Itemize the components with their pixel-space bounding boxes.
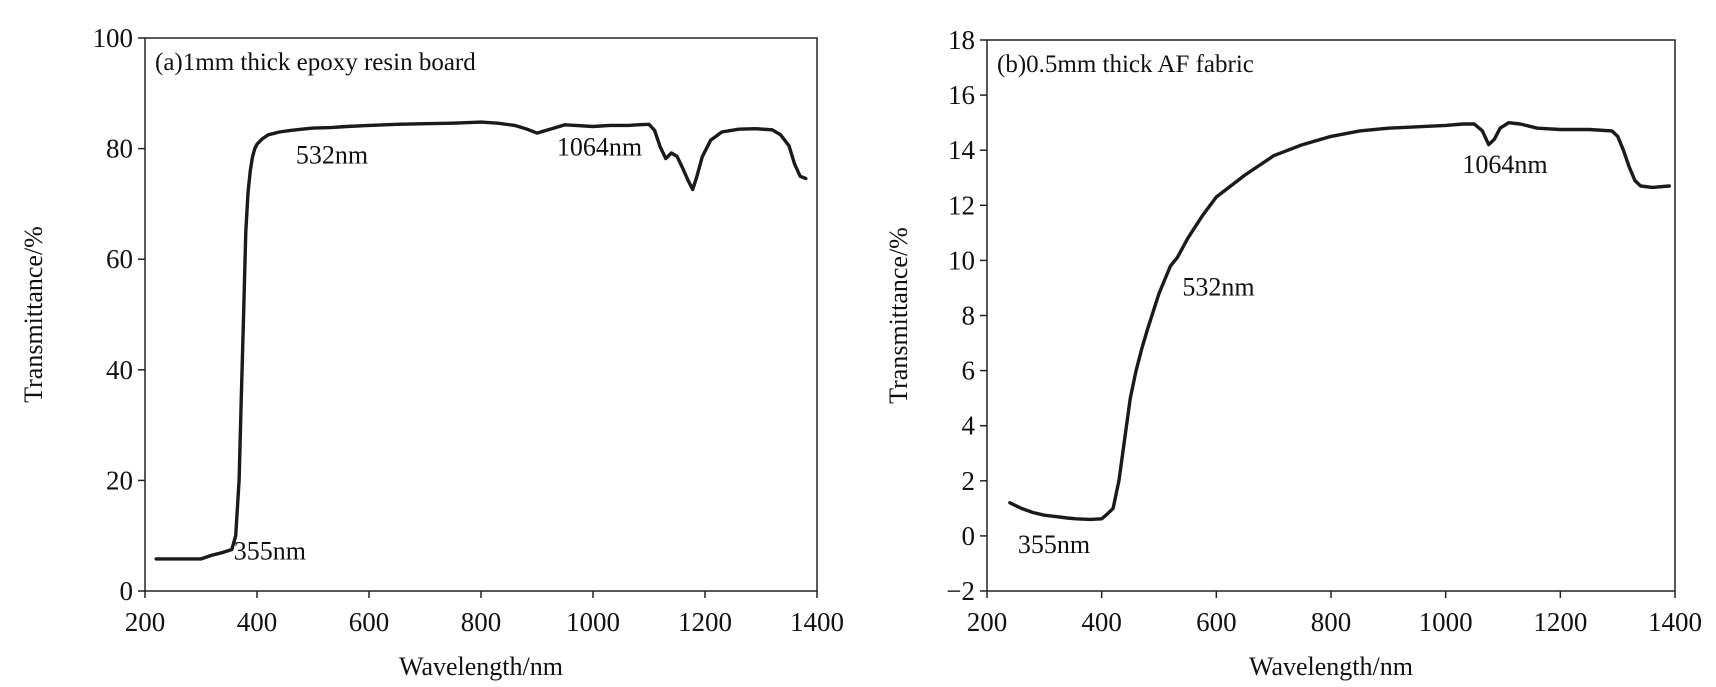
x-tick-label: 1000 xyxy=(566,607,620,637)
y-tick-label: 40 xyxy=(106,355,133,385)
x-tick-label: 200 xyxy=(125,607,166,637)
x-tick-label: 200 xyxy=(967,607,1008,637)
y-tick-label: 20 xyxy=(106,465,133,495)
y-tick-label: 2 xyxy=(962,466,976,496)
y-tick-label: 14 xyxy=(948,135,976,165)
y-tick-label: 4 xyxy=(962,411,976,441)
plot-frame xyxy=(986,39,1676,592)
y-tick-label: 18 xyxy=(948,25,975,55)
x-tick-label: 1000 xyxy=(1419,607,1473,637)
y-tick-label: 80 xyxy=(106,134,133,164)
transmittance-curve-a xyxy=(154,120,808,561)
y-tick-label: 0 xyxy=(120,576,134,606)
y-tick-label: 12 xyxy=(948,190,975,220)
annotation-1064nm: 1064nm xyxy=(557,132,642,161)
annotation-532nm: 532nm xyxy=(1182,273,1254,302)
y-tick-label: 10 xyxy=(948,245,975,275)
x-tick-label: 600 xyxy=(349,607,390,637)
annotation-532nm: 532nm xyxy=(296,141,368,170)
transmittance-curve-b xyxy=(1008,121,1671,522)
annotation-355nm: 355nm xyxy=(234,537,306,566)
x-tick-label: 800 xyxy=(1311,607,1352,637)
x-tick-label: 1200 xyxy=(678,607,732,637)
panel-label: (a)1mm thick epoxy resin board xyxy=(155,49,476,76)
x-tick-label: 800 xyxy=(461,607,502,637)
y-tick-label: 0 xyxy=(962,521,976,551)
x-tick-label: 400 xyxy=(237,607,278,637)
y-axis-title: Transmittance/% xyxy=(19,226,48,403)
y-tick-label: 60 xyxy=(106,244,133,274)
y-axis-title: Transmittance/% xyxy=(884,227,913,404)
x-axis-title: Wavelength/nm xyxy=(399,652,563,681)
x-tick-label: 1400 xyxy=(1648,607,1702,637)
y-tick-label: 6 xyxy=(962,356,976,386)
panel-label: (b)0.5mm thick AF fabric xyxy=(997,51,1254,78)
x-tick-label: 1400 xyxy=(790,607,844,637)
y-tick-label: −2 xyxy=(946,576,975,606)
panel-b: 200 400 600 800 1000 1200 1400 −2 0 2 4 6 8 10 12 14 16 1… xyxy=(884,25,1702,681)
annotation-1064nm: 1064nm xyxy=(1462,150,1547,179)
x-tick-label: 400 xyxy=(1081,607,1122,637)
x-tick-label: 1200 xyxy=(1533,607,1587,637)
y-tick-label: 8 xyxy=(962,301,976,331)
y-tick-label: 100 xyxy=(93,23,134,53)
y-tick-label: 16 xyxy=(948,80,975,110)
annotation-355nm: 355nm xyxy=(1018,530,1090,559)
x-tick-label: 600 xyxy=(1196,607,1237,637)
panel-a: 200 400 600 800 1000 1200 1400 0 20 40 60 80 100 Wave… xyxy=(19,23,844,681)
x-axis-title: Wavelength/nm xyxy=(1249,652,1413,681)
